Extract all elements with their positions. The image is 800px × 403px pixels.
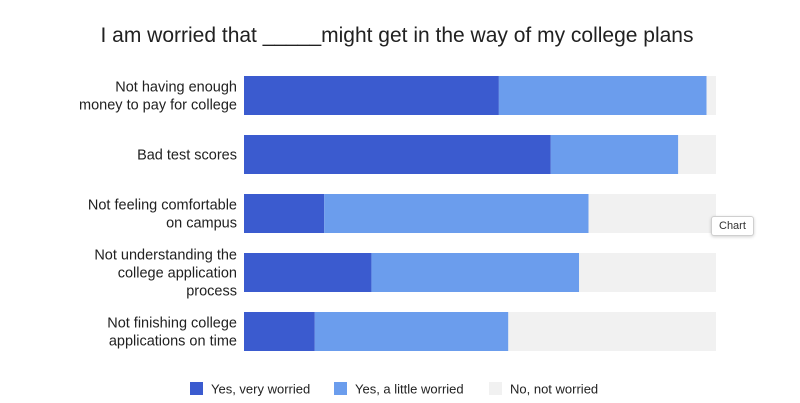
category-label: Not having enough money to pay for colleg… [79, 80, 237, 114]
legend-swatch [489, 382, 502, 395]
bar-2-row-4 [371, 253, 580, 292]
bar-2-row-5 [314, 312, 509, 351]
legend-label: No, not worried [510, 382, 598, 397]
bars-group [244, 76, 716, 351]
bar-3-row-4 [579, 253, 716, 292]
category-label: Not feeling comfortable on campus [88, 198, 237, 232]
category-label: Not finishing college applications on tim… [107, 316, 237, 350]
legend-swatch [190, 382, 203, 395]
bar-2-row-2 [550, 135, 679, 174]
bar-3-row-1 [706, 76, 716, 115]
legend-label: Yes, very worried [211, 382, 310, 397]
category-labels: Not having enough money to pay for colleg… [79, 80, 237, 350]
legend-swatch [334, 382, 347, 395]
bar-1-row-3 [244, 194, 325, 233]
bar-1-row-4 [244, 253, 372, 292]
bar-1-row-5 [244, 312, 315, 351]
chart-tooltip: Chart [711, 216, 754, 236]
bar-1-row-1 [244, 76, 499, 115]
category-label: Not understanding the college application… [94, 248, 237, 300]
bar-2-row-3 [324, 194, 589, 233]
bar-3-row-2 [678, 135, 716, 174]
chart-title: I am worried that _____might get in the … [101, 24, 694, 47]
category-label: Bad test scores [137, 148, 237, 164]
bar-2-row-1 [498, 76, 707, 115]
bar-1-row-2 [244, 135, 551, 174]
bar-3-row-3 [588, 194, 716, 233]
legend-label: Yes, a little worried [355, 382, 464, 397]
legend: Yes, very worried Yes, a little worried No… [190, 382, 598, 397]
bar-3-row-5 [508, 312, 716, 351]
